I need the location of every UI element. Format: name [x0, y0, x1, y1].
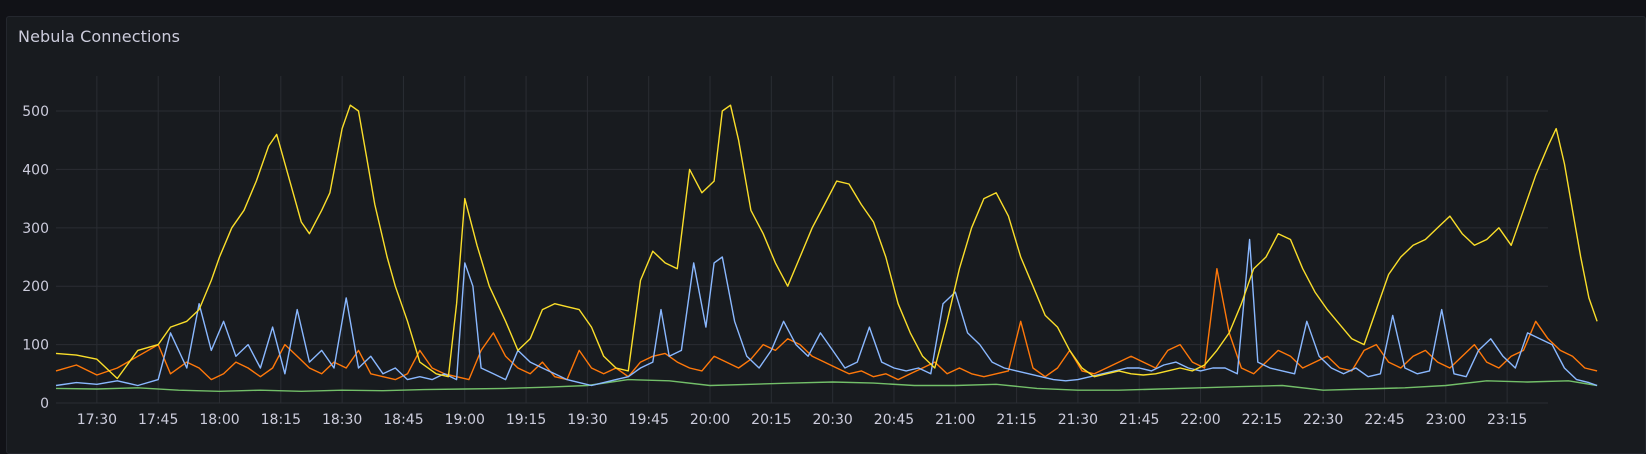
- x-tick-label: 21:00: [935, 412, 975, 428]
- y-tick-label: 400: [22, 162, 49, 178]
- x-axis: 17:30 17:45 18:00 18:15 18:30 18:45 19:00 19:15…: [77, 412, 1528, 428]
- x-tick-label: 18:45: [383, 412, 423, 428]
- x-tick-label: 22:00: [1180, 412, 1220, 428]
- x-tick-label: 22:45: [1364, 412, 1404, 428]
- y-axis: 0 100 200 300 400 500: [22, 104, 49, 412]
- x-tick-label: 20:45: [874, 412, 914, 428]
- y-tick-label: 100: [22, 338, 49, 354]
- x-tick-label: 20:15: [751, 412, 791, 428]
- x-tick-label: 18:30: [322, 412, 362, 428]
- x-tick-label: 19:45: [629, 412, 669, 428]
- y-tick-label: 200: [22, 279, 49, 295]
- chart-panel: Nebula Connections: [6, 16, 1646, 454]
- x-tick-label: 20:00: [690, 412, 730, 428]
- grid-layer: [56, 76, 1548, 404]
- x-tick-label: 19:00: [445, 412, 485, 428]
- series-line-0: [55, 104, 1598, 380]
- panel-title: Nebula Connections: [18, 27, 181, 46]
- x-tick-label: 19:15: [506, 412, 546, 428]
- x-tick-label: 19:30: [567, 412, 607, 428]
- x-tick-label: 21:15: [996, 412, 1036, 428]
- x-tick-label: 18:15: [261, 412, 301, 428]
- y-tick-label: 300: [22, 221, 49, 237]
- y-tick-label: 500: [22, 104, 49, 120]
- series-layer: [55, 104, 1598, 392]
- x-tick-label: 21:45: [1119, 412, 1159, 428]
- series-line-2: [55, 268, 1598, 381]
- x-tick-label: 21:30: [1058, 412, 1098, 428]
- x-tick-label: 20:30: [812, 412, 852, 428]
- series-line-1: [55, 238, 1598, 387]
- x-tick-label: 17:30: [77, 412, 117, 428]
- x-tick-label: 22:15: [1242, 412, 1282, 428]
- x-tick-label: 17:45: [138, 412, 178, 428]
- x-tick-label: 18:00: [199, 412, 239, 428]
- x-tick-label: 23:00: [1426, 412, 1466, 428]
- y-tick-label: 0: [40, 396, 49, 412]
- x-tick-label: 22:30: [1303, 412, 1343, 428]
- x-tick-label: 23:15: [1487, 412, 1527, 428]
- series-line-3: [55, 378, 1598, 392]
